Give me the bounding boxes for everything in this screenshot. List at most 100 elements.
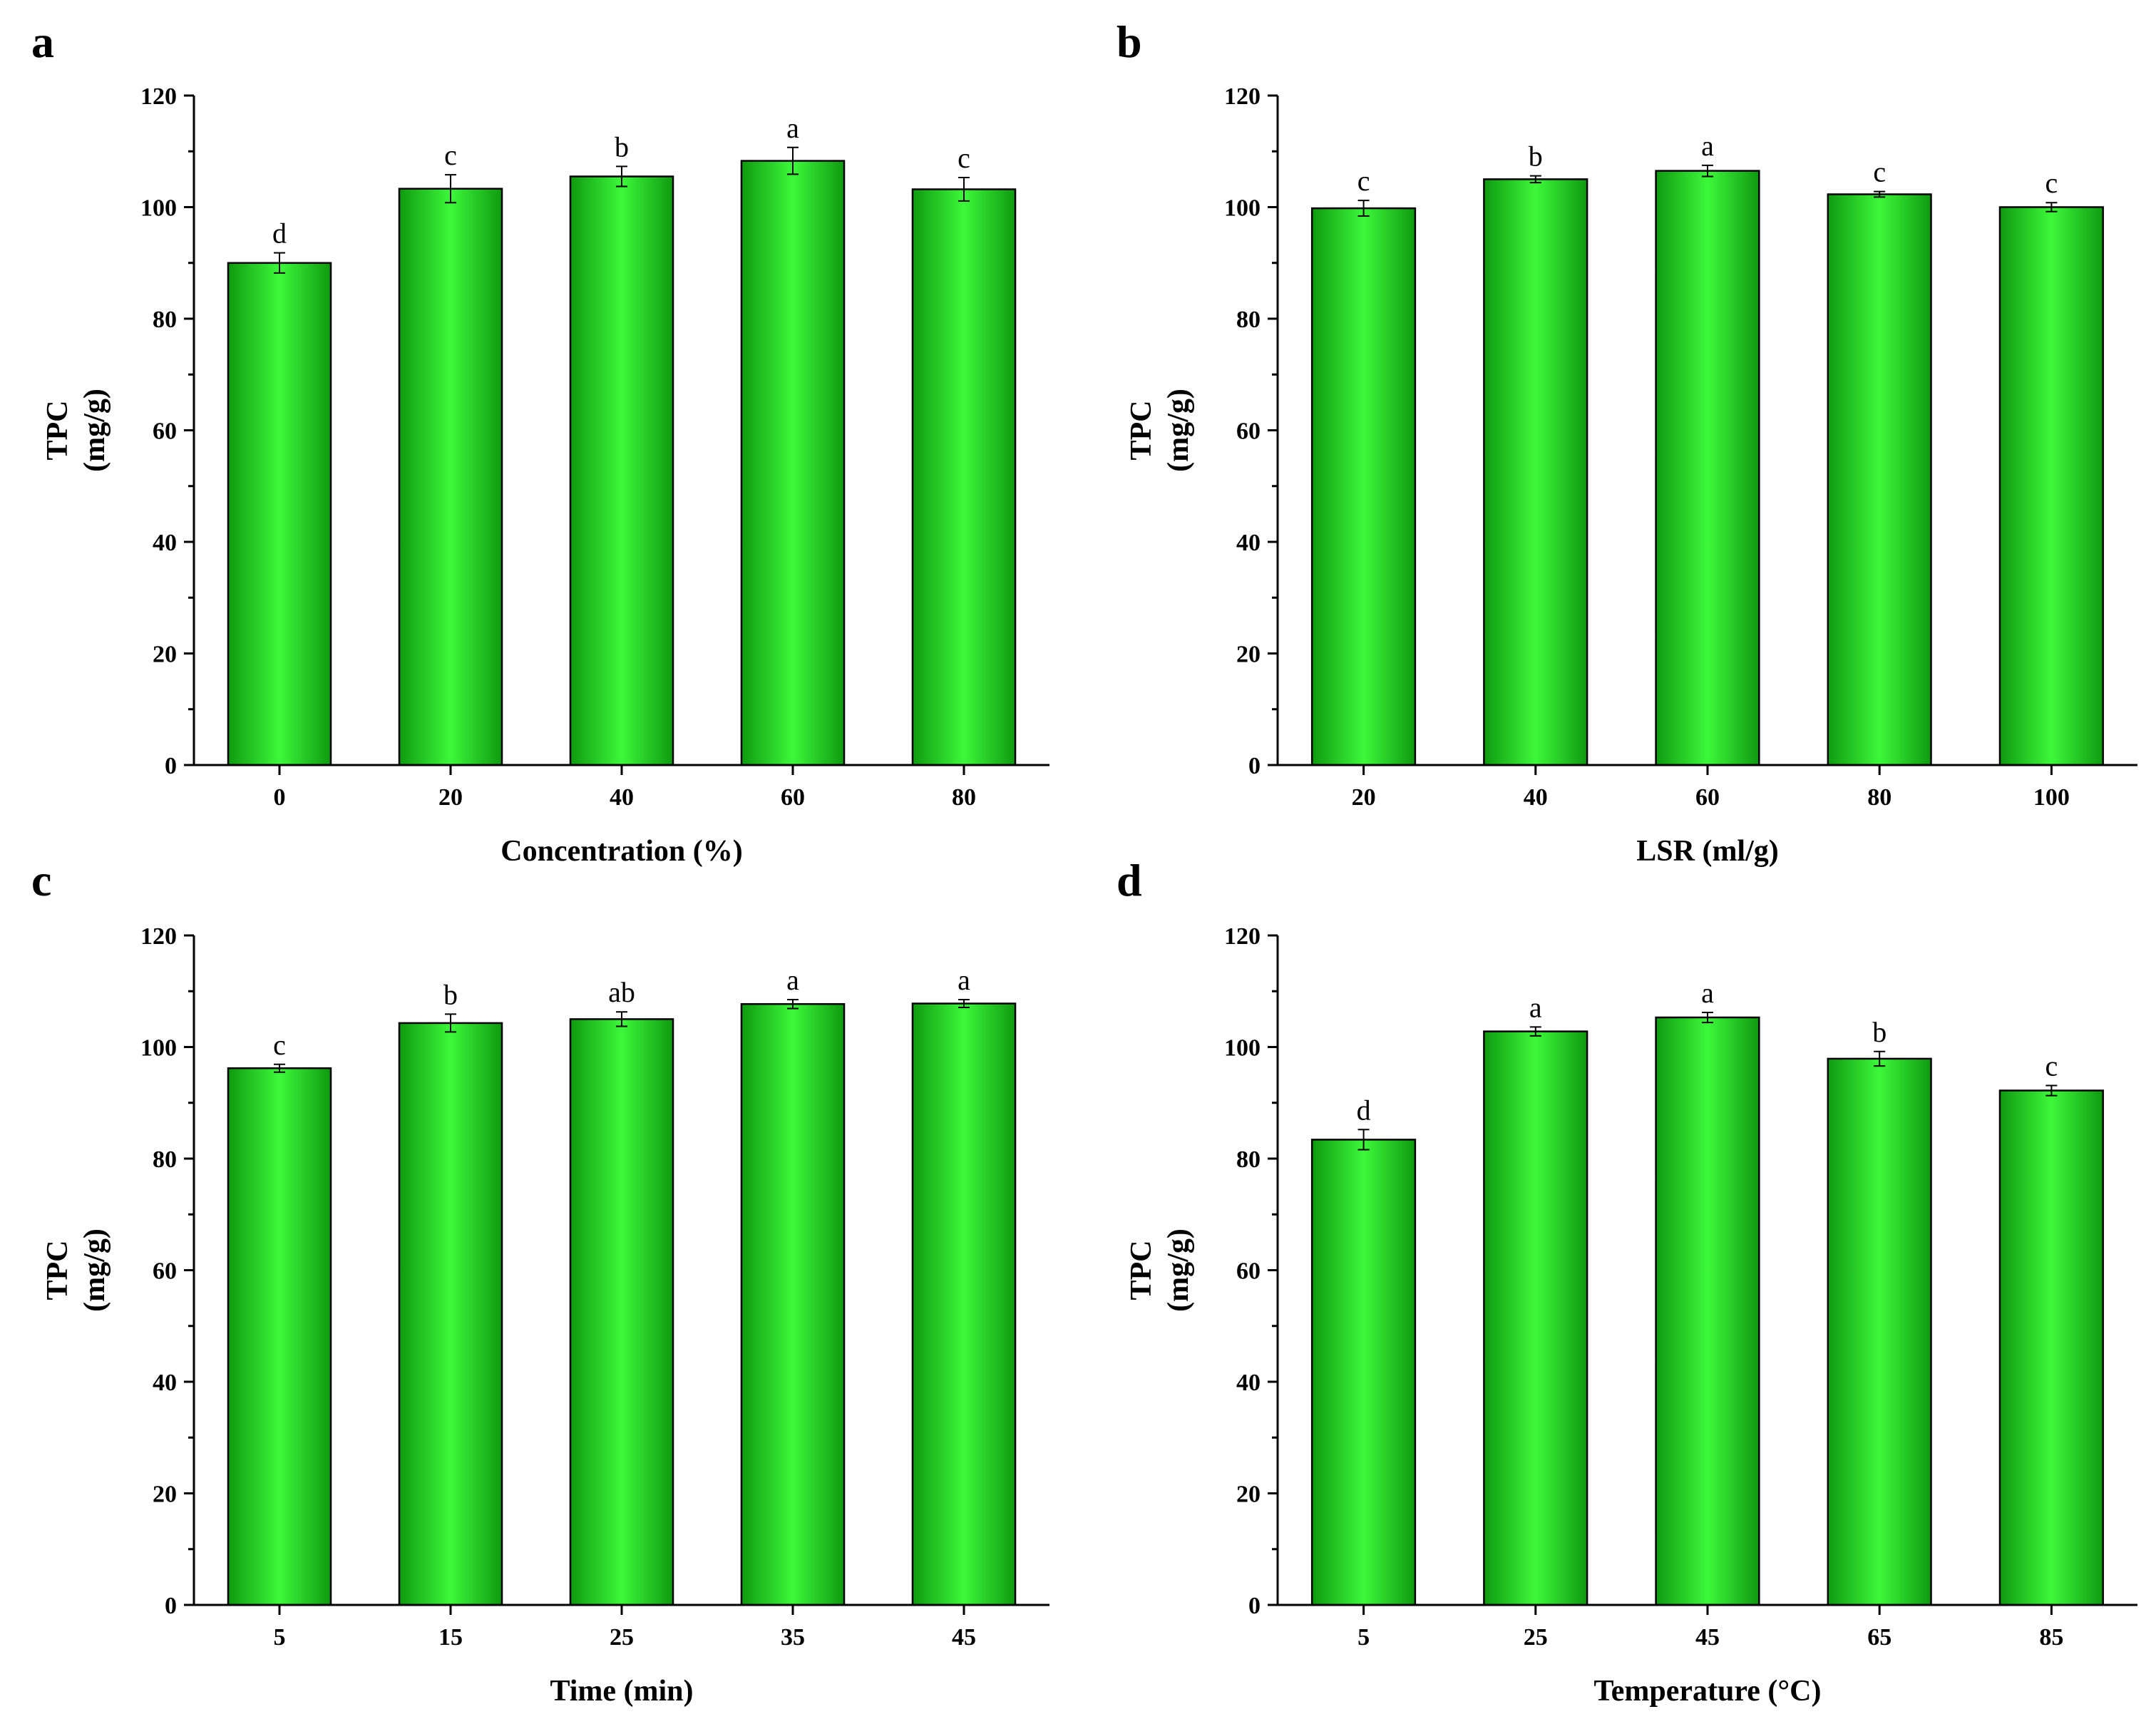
y-axis-title: TPC — [1125, 1241, 1158, 1300]
y-tick-label: 100 — [1224, 1035, 1261, 1062]
significance-label: b — [443, 978, 458, 1010]
y-axis-unit: (mg/g) — [78, 1228, 111, 1312]
y-tick-label: 120 — [1224, 83, 1261, 110]
y-tick-label: 0 — [165, 753, 177, 779]
y-tick-label: 20 — [153, 642, 177, 668]
y-tick-label: 40 — [153, 530, 177, 556]
y-tick-label: 120 — [140, 83, 177, 110]
x-tick-label: 85 — [2039, 1624, 2063, 1651]
error-bar — [1529, 175, 1541, 184]
y-tick-label: 0 — [1248, 1593, 1261, 1619]
x-tick-label: 20 — [438, 784, 463, 811]
x-tick-label: 45 — [952, 1624, 976, 1651]
error-bar — [1357, 200, 1370, 217]
error-bar — [274, 1063, 285, 1073]
bar — [569, 1018, 674, 1606]
error-bar — [445, 174, 456, 204]
bar — [1655, 1016, 1760, 1606]
bar — [1310, 1139, 1417, 1606]
x-axis-title: LSR (ml/g) — [1636, 835, 1779, 868]
y-tick-label: 100 — [140, 1035, 177, 1062]
x-tick-label: 60 — [781, 784, 805, 811]
significance-label: c — [1357, 165, 1370, 197]
bar — [227, 1067, 332, 1606]
significance-label: d — [1357, 1094, 1371, 1126]
significance-label: c — [2045, 167, 2058, 199]
error-bar — [616, 165, 627, 188]
y-tick-label: 20 — [1236, 1482, 1261, 1508]
x-tick-label: 40 — [610, 784, 634, 811]
significance-label: b — [1872, 1016, 1886, 1048]
y-tick-label: 100 — [1224, 195, 1261, 222]
chart-panel-b: b c b a c c 0 20 40 60 80 100 120 20 40 60 80 100 LSR (ml/… — [1116, 16, 2137, 868]
panel-letter: d — [1116, 855, 1142, 905]
x-tick-label: 100 — [2033, 784, 2070, 811]
y-tick-label: 60 — [1236, 1258, 1261, 1285]
y-tick-label: 80 — [153, 1146, 177, 1173]
x-axis-title: Concentration (%) — [500, 835, 742, 868]
significance-label: c — [273, 1029, 286, 1061]
y-tick-label: 20 — [1236, 642, 1261, 668]
significance-label: c — [958, 142, 970, 174]
panel-letter: c — [31, 855, 51, 905]
x-tick-label: 65 — [1867, 1624, 1891, 1651]
y-tick-label: 0 — [1248, 753, 1261, 779]
significance-label: d — [272, 217, 287, 250]
bar — [1310, 207, 1417, 766]
error-bar — [1874, 1050, 1886, 1067]
x-tick-label: 80 — [952, 784, 976, 811]
panel-letter: b — [1116, 16, 1142, 67]
x-axis-title: Temperature (°C) — [1594, 1675, 1822, 1708]
significance-label: c — [2045, 1050, 2058, 1082]
significance-label: ab — [608, 976, 635, 1008]
y-tick-label: 0 — [165, 1593, 177, 1619]
y-tick-label: 120 — [140, 923, 177, 950]
x-tick-label: 20 — [1352, 784, 1376, 811]
error-bar — [1702, 164, 1713, 178]
error-bar — [1529, 1026, 1541, 1037]
x-tick-label: 15 — [438, 1624, 463, 1651]
bar — [911, 188, 1017, 766]
error-bar — [445, 1013, 456, 1033]
x-tick-label: 25 — [610, 1624, 634, 1651]
significance-label: a — [1701, 130, 1714, 162]
y-tick-label: 40 — [153, 1370, 177, 1396]
significance-label: a — [1529, 991, 1542, 1023]
y-axis-unit: (mg/g) — [1162, 389, 1195, 472]
bar — [1655, 170, 1760, 766]
bar — [1483, 178, 1588, 766]
significance-label: b — [1529, 140, 1543, 173]
bar — [1998, 206, 2104, 766]
y-tick-label: 20 — [153, 1482, 177, 1508]
bar — [227, 262, 332, 766]
bar — [398, 1022, 503, 1606]
chart-panel-d: d d a a b c 0 20 40 60 80 100 120 5 25 45 65 85 Temperatur… — [1116, 855, 2137, 1708]
error-bar — [1874, 190, 1886, 198]
significance-label: c — [1873, 156, 1886, 188]
error-bar — [958, 177, 970, 202]
x-tick-label: 80 — [1867, 784, 1891, 811]
bar — [740, 1002, 846, 1606]
error-bar — [274, 252, 285, 274]
error-bar — [616, 1011, 627, 1027]
y-axis-title: TPC — [1125, 401, 1158, 461]
x-tick-label: 0 — [274, 784, 286, 811]
x-tick-label: 35 — [781, 1624, 805, 1651]
bar — [1483, 1030, 1588, 1606]
x-tick-label: 25 — [1524, 1624, 1548, 1651]
y-tick-label: 100 — [140, 195, 177, 222]
y-tick-label: 120 — [1224, 923, 1261, 950]
significance-label: b — [615, 130, 629, 163]
y-axis-unit: (mg/g) — [78, 389, 111, 472]
y-tick-label: 60 — [153, 419, 177, 445]
error-bar — [2045, 202, 2058, 212]
x-tick-label: 60 — [1695, 784, 1720, 811]
bar — [398, 188, 503, 766]
error-bar — [787, 146, 799, 175]
bar — [1827, 1057, 1932, 1606]
error-bar — [1702, 1011, 1713, 1024]
x-tick-label: 40 — [1524, 784, 1548, 811]
y-axis-unit: (mg/g) — [1162, 1228, 1195, 1312]
y-tick-label: 60 — [1236, 419, 1261, 445]
